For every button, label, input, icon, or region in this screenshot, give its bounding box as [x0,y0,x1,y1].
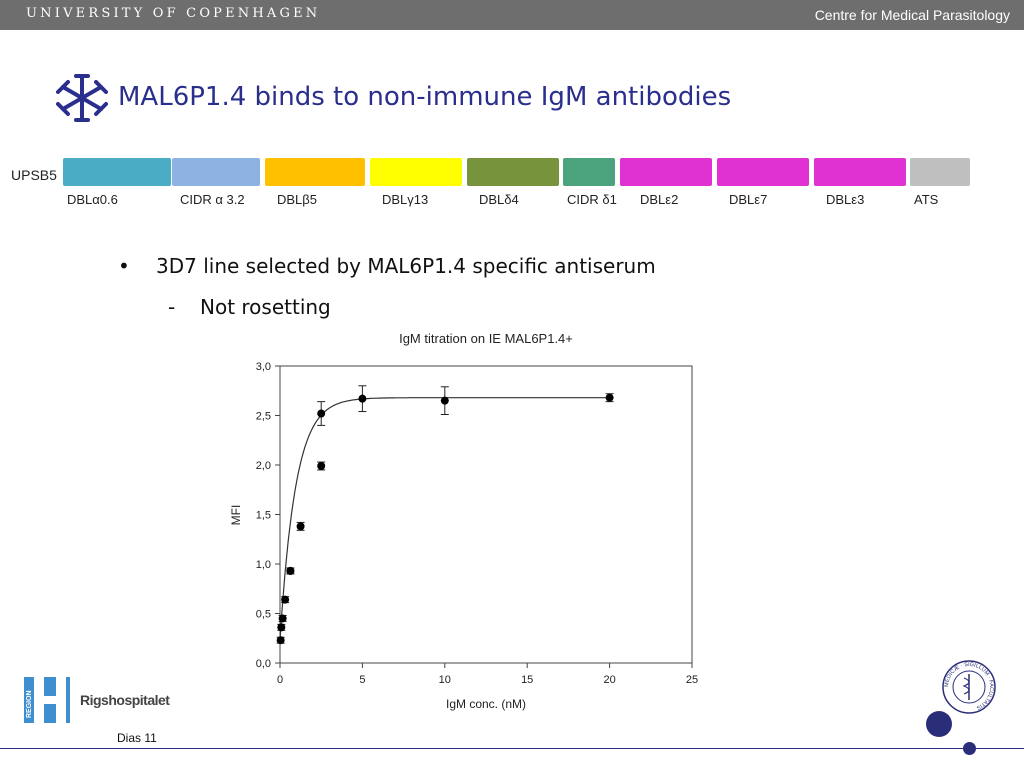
domain-name-9: DBLε3 [826,192,865,207]
data-point [440,396,449,405]
y-tick-label: 1,5 [256,510,271,522]
dash-symbol: - [168,295,176,319]
domain-box-3 [265,158,365,186]
university-name: UNIVERSITY OF COPENHAGEN [26,6,321,21]
domain-box-6 [563,158,615,186]
data-point [317,461,326,470]
data-point [278,614,287,623]
data-point [605,393,614,402]
data-point [277,623,286,632]
domain-box-9 [814,158,906,186]
region-text: REGION [26,690,33,718]
domain-box-7 [620,158,712,186]
plot-frame [279,365,693,664]
data-point [276,636,285,645]
y-tick-label: 1,0 [256,559,271,571]
domain-box-4 [370,158,462,186]
domain-name-1: DBLα0.6 [67,192,118,207]
header-bar: UNIVERSITY OF COPENHAGEN Centre for Medi… [0,0,1024,30]
domain-name-4: DBLγ13 [382,192,429,207]
decor-dot-large [926,711,952,737]
domain-box-8 [717,158,809,186]
y-tick-label: 0,5 [256,609,271,621]
domain-name-7: DBLε2 [640,192,679,207]
region-h-logo-icon: REGION [24,677,70,723]
domain-box-2 [172,158,260,186]
y-tick-label: 2,0 [256,460,271,472]
y-tick-label: 2,5 [256,411,271,423]
data-point [286,566,295,575]
data-point [281,595,290,604]
x-axis: 0 5 10 15 20 25 [277,663,698,686]
data-point [358,394,367,403]
domain-name-5: DBLδ4 [479,192,519,207]
decor-dot-small [963,742,976,755]
x-tick-label: 5 [359,674,365,686]
fit-curve [279,397,610,641]
x-tick-label: 15 [521,674,533,686]
hospital-name: Rigshospitalet [80,692,170,708]
y-tick-label: 0,0 [256,658,271,670]
slide-title: MAL6P1.4 binds to non-immune IgM antibod… [118,82,732,112]
igm-titration-chart: IgM titration on IE MAL6P1.4+ 0,0 0,5 1,0 1… [229,331,698,711]
sub-bullet-item: - Not rosetting [168,295,331,319]
data-point [317,409,326,418]
domain-box-1 [63,158,171,186]
y-axis: 0,0 0,5 1,0 1,5 2,0 2,5 3,0 [256,361,280,670]
domain-name-8: DBLε7 [729,192,768,207]
footer-divider [0,748,1024,749]
domain-name-2: CIDR α 3.2 [180,192,245,207]
sub-bullet-text: Not rosetting [200,295,331,319]
bullet-text: 3D7 line selected by MAL6P1.4 specific a… [156,254,656,278]
y-axis-label: MFI [229,505,243,526]
y-tick-label: 3,0 [256,361,271,373]
domain-name-6: CIDR δ1 [567,192,617,207]
chart-title: IgM titration on IE MAL6P1.4+ [399,331,573,346]
antibody-logo-icon [56,74,108,122]
domain-name-10: ATS [914,192,939,207]
page-number: Dias 11 [117,731,157,745]
x-tick-label: 20 [603,674,615,686]
x-axis-label: IgM conc. (nM) [446,697,526,711]
domain-box-5 [467,158,559,186]
faculty-seal-icon: MEDICÆ · SIGILLUM · FACULTATIS [942,660,996,714]
domain-box-10 [910,158,970,186]
bullet-symbol: • [118,254,130,278]
bullet-item: • 3D7 line selected by MAL6P1.4 specific … [118,254,656,278]
data-point [296,522,305,531]
data-points [276,385,614,645]
domain-name-3: DBLβ5 [277,192,317,207]
x-tick-label: 25 [686,674,698,686]
department-name: Centre for Medical Parasitology [814,7,1010,23]
domain-map-label: UPSB5 [11,167,57,183]
x-tick-label: 0 [277,674,283,686]
x-tick-label: 10 [439,674,451,686]
